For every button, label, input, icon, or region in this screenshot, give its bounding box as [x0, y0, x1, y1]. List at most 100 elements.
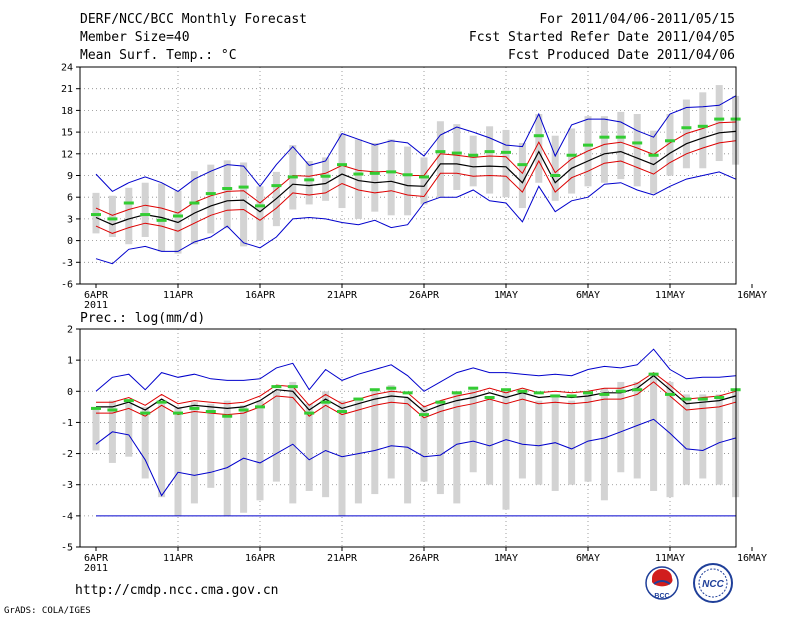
x-tick-label: 16APR — [245, 290, 276, 301]
range-box — [338, 133, 346, 209]
y-tick-label: 15 — [61, 128, 73, 139]
range-box — [617, 381, 625, 473]
range-box — [518, 142, 526, 209]
y-tick-label: 3 — [67, 214, 73, 225]
range-box — [125, 187, 133, 245]
precipitation-panel: 2 1 0 -1 -2 -3 -4 -5 6APR 11APR 16APR 21APR 26APR 1MA… — [61, 325, 767, 575]
x-tick-label: 16MAY — [737, 553, 767, 564]
precip-title: Prec.: log(mm/d) — [80, 311, 205, 326]
y-tick-label: -2 — [61, 449, 73, 460]
range-box — [387, 139, 395, 216]
x-tick-label: 6APR — [84, 553, 109, 564]
series-line-lower-spread — [96, 381, 736, 419]
range-box — [633, 114, 641, 187]
y-tick-label: -5 — [61, 543, 73, 554]
range-box — [568, 400, 576, 485]
x-tick-label: 21APR — [327, 290, 358, 301]
range-box — [469, 388, 477, 473]
y-tick-label: -3 — [61, 258, 73, 269]
bcc-logo: BCC — [645, 566, 679, 600]
x-tick-label: 26APR — [409, 290, 440, 301]
x-tick-label: 6APR — [84, 290, 109, 301]
footer-credit: GrADS: COLA/IGES — [4, 606, 91, 616]
y-tick-label: 24 — [61, 63, 73, 74]
y-tick-label: 0 — [67, 387, 73, 398]
header-right-2: Fcst Started Refer Date 2011/04/05 — [469, 30, 735, 45]
x-tick-label: 11APR — [163, 553, 194, 564]
x-tick-label: 11APR — [163, 290, 194, 301]
range-box — [305, 161, 313, 205]
range-box — [158, 403, 166, 498]
series-line-upper-spread — [96, 371, 736, 408]
x-tick-label: 6MAY — [576, 553, 600, 564]
ncc-logo-text: NCC — [702, 579, 724, 590]
series-line-minimum — [95, 418, 736, 497]
range-box — [305, 403, 313, 491]
y-tick-label: 21 — [61, 84, 73, 95]
series-line-ensemble-mean — [95, 130, 736, 226]
plot-frame — [79, 66, 737, 285]
range-box — [502, 391, 510, 510]
range-box — [190, 402, 198, 504]
range-box — [682, 394, 690, 485]
x-tick-label: 11MAY — [655, 553, 685, 564]
range-box — [584, 391, 592, 482]
temperature-panel: 24 21 18 15 12 9 6 3 0 -3 -6 6APR 11APR 16APR 21APR 26A… — [61, 63, 767, 312]
y-tick-label: 1 — [67, 356, 73, 367]
footer-url: http://cmdp.ncc.cma.gov.cn — [75, 583, 279, 598]
range-box — [108, 195, 116, 237]
range-box — [453, 391, 461, 504]
range-box — [436, 400, 444, 495]
x-tick-label: 16MAY — [737, 290, 767, 301]
range-box — [617, 111, 625, 180]
header-line-3: Mean Surf. Temp.: °C — [80, 48, 237, 63]
y-tick-label: 6 — [67, 193, 73, 204]
header-line-2: Member Size=40 — [80, 30, 190, 45]
range-box — [92, 409, 100, 451]
range-box — [666, 114, 674, 176]
series-line-lower-spread — [95, 140, 736, 234]
x-year-label: 2011 — [84, 563, 108, 574]
y-tick-label: 18 — [61, 106, 73, 117]
range-box — [600, 388, 608, 501]
header-right-3: Fcst Produced Date 2011/04/06 — [508, 48, 735, 63]
header-right-1: For 2011/04/06-2011/05/15 — [539, 12, 735, 27]
series-line-upper-spread — [95, 121, 736, 216]
range-box — [420, 406, 428, 482]
x-tick-label: 26APR — [409, 553, 440, 564]
range-box — [174, 406, 182, 516]
range-box — [453, 124, 461, 190]
range-box — [223, 400, 231, 516]
bcc-logo-text: BCC — [654, 593, 669, 600]
range-box — [322, 157, 330, 201]
range-box — [289, 381, 297, 504]
y-tick-label: -4 — [61, 511, 73, 522]
range-box — [436, 121, 444, 198]
range-box — [387, 385, 395, 479]
range-box — [535, 400, 543, 485]
range-box — [190, 171, 198, 245]
y-tick-label: -3 — [61, 480, 73, 491]
range-box — [404, 146, 412, 216]
range-box — [486, 126, 494, 194]
x-tick-label: 1MAY — [494, 553, 518, 564]
range-box — [141, 406, 149, 479]
range-box — [322, 391, 330, 498]
plot-frame — [79, 328, 737, 548]
range-box — [338, 400, 346, 516]
ncc-logo: NCC — [693, 563, 733, 603]
range-box — [650, 130, 658, 194]
range-box — [354, 139, 362, 219]
x-tick-label: 21APR — [327, 553, 358, 564]
range-box — [207, 164, 215, 234]
y-tick-label: 12 — [61, 149, 73, 160]
range-box — [125, 403, 133, 457]
y-tick-label: 9 — [67, 171, 73, 182]
range-box — [141, 182, 149, 237]
range-box — [420, 157, 428, 205]
y-tick-label: 2 — [67, 325, 73, 336]
range-box — [715, 394, 723, 485]
range-box — [600, 116, 608, 183]
range-box — [371, 391, 379, 495]
